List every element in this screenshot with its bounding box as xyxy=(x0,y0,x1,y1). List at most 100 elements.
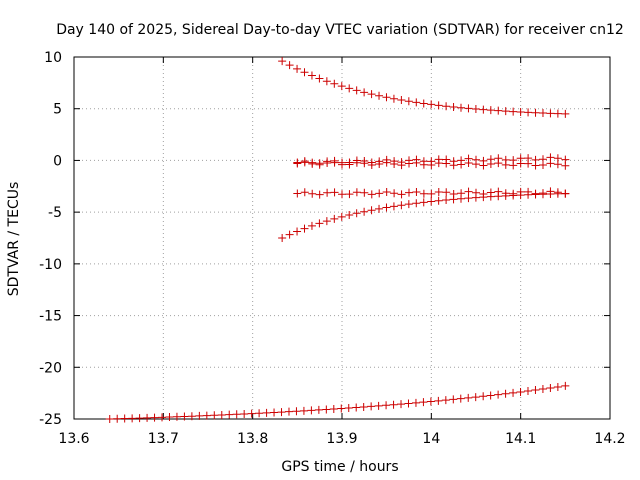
data-point xyxy=(494,192,503,201)
data-point xyxy=(412,187,421,196)
data-point xyxy=(128,414,137,423)
data-point xyxy=(352,403,361,412)
data-point xyxy=(516,387,525,396)
data-point xyxy=(404,97,413,106)
data-point xyxy=(494,390,503,399)
data-point xyxy=(278,57,287,66)
data-point xyxy=(135,414,144,423)
data-point xyxy=(360,207,369,216)
data-point xyxy=(501,389,510,398)
data-point xyxy=(293,189,302,198)
series-arc3 xyxy=(293,158,570,170)
data-point xyxy=(449,195,458,204)
data-point xyxy=(397,201,406,210)
y-tick-label: -15 xyxy=(39,309,62,325)
chart-title: Day 140 of 2025, Sidereal Day-to-day VTE… xyxy=(56,22,624,38)
data-point xyxy=(375,91,384,100)
data-point xyxy=(464,194,473,203)
data-point xyxy=(390,189,399,198)
data-point xyxy=(374,401,383,410)
data-point xyxy=(382,401,391,410)
data-point xyxy=(300,158,309,167)
data-point xyxy=(472,160,480,169)
data-point xyxy=(441,396,450,405)
data-point xyxy=(345,211,354,220)
data-point xyxy=(516,159,525,168)
data-point xyxy=(501,191,510,200)
data-point xyxy=(516,107,525,116)
data-point xyxy=(531,190,540,199)
data-point xyxy=(300,68,309,77)
data-point xyxy=(329,404,338,413)
data-point xyxy=(486,106,495,115)
data-point xyxy=(262,408,271,417)
data-point xyxy=(330,79,339,88)
data-point xyxy=(382,203,391,212)
data-point xyxy=(225,410,234,419)
data-point xyxy=(561,189,570,198)
data-point xyxy=(434,159,443,168)
data-point xyxy=(293,159,302,168)
data-point xyxy=(404,399,413,408)
data-point xyxy=(150,413,159,422)
data-point xyxy=(553,109,562,118)
data-point xyxy=(471,105,480,114)
data-point xyxy=(300,188,309,197)
data-point xyxy=(299,406,308,415)
data-point xyxy=(464,393,473,402)
data-point xyxy=(195,411,204,420)
data-point xyxy=(210,411,219,420)
data-point xyxy=(330,214,339,223)
data-point xyxy=(232,410,241,419)
tick-labels: 13.6 13.7 13.8 13.9 14 14.1 14.2 10 5 0 -5 -10 -15 -2… xyxy=(39,50,625,447)
data-point xyxy=(531,161,540,170)
data-point xyxy=(293,227,302,236)
x-tick-label: 14.1 xyxy=(505,431,536,447)
data-point xyxy=(524,190,533,199)
data-point xyxy=(449,395,458,404)
data-point xyxy=(434,396,443,405)
data-point xyxy=(531,108,540,117)
data-point xyxy=(524,159,533,168)
data-point xyxy=(359,402,368,411)
data-point xyxy=(546,189,555,198)
data-point xyxy=(516,191,525,200)
data-point xyxy=(337,82,346,91)
data-point xyxy=(397,161,406,170)
data-point xyxy=(479,392,488,401)
data-point xyxy=(375,204,384,213)
data-point xyxy=(330,188,339,197)
data-point xyxy=(389,202,398,211)
data-point xyxy=(285,230,294,239)
data-point xyxy=(471,393,480,402)
data-point xyxy=(427,189,436,198)
data-point xyxy=(419,99,428,108)
grid-lines xyxy=(74,57,610,419)
data-point xyxy=(165,413,174,422)
data-point xyxy=(419,398,428,407)
data-point xyxy=(442,159,451,168)
data-point xyxy=(247,409,256,418)
x-tick-label: 14.2 xyxy=(594,431,625,447)
data-point xyxy=(524,108,533,117)
data-point xyxy=(352,86,361,95)
data-point xyxy=(412,199,421,208)
y-tick-label: -5 xyxy=(48,205,62,221)
data-point xyxy=(389,94,398,103)
data-point xyxy=(546,159,555,168)
data-point xyxy=(397,190,406,199)
data-point xyxy=(375,189,384,198)
data-point xyxy=(202,411,211,420)
data-point xyxy=(561,109,570,118)
data-point xyxy=(345,190,354,199)
data-point xyxy=(546,384,555,393)
data-point xyxy=(449,161,458,170)
data-point xyxy=(300,224,309,233)
data-point xyxy=(509,388,518,397)
data-point xyxy=(553,189,562,198)
data-point xyxy=(360,88,369,97)
data-point xyxy=(315,160,324,169)
data-point xyxy=(338,190,346,199)
data-point xyxy=(308,189,317,198)
data-point xyxy=(509,107,518,116)
